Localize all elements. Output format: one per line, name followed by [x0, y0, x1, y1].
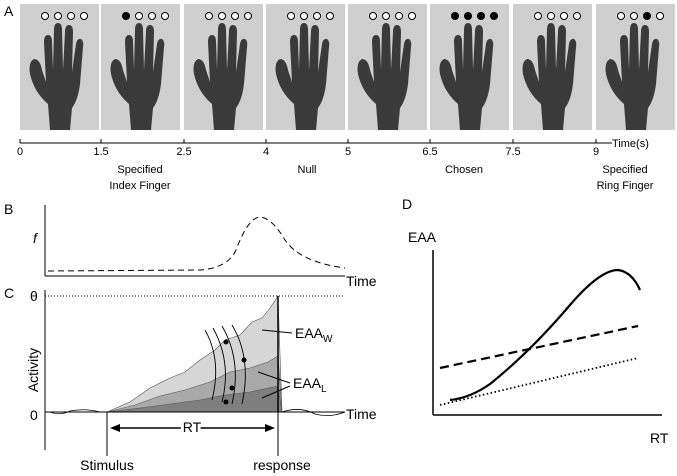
- condition-label: Chosen: [445, 164, 483, 176]
- cue-circle: [573, 12, 581, 20]
- hand-panels: [20, 4, 675, 130]
- cue-circle: [41, 12, 49, 20]
- hand-image: [20, 4, 99, 130]
- cue-circle: [300, 12, 308, 20]
- timeline-tick-label: 9: [593, 146, 599, 158]
- pointer: [261, 385, 291, 399]
- hand-image: [266, 4, 345, 130]
- solid-curve: [449, 268, 642, 402]
- timeline-tick-label: 5: [345, 146, 351, 158]
- hand-image: [184, 4, 263, 130]
- panel-label: D: [402, 196, 412, 212]
- timeline-tick-label: 1.5: [93, 146, 108, 158]
- cue-circle: [382, 12, 390, 20]
- cue-circle: [54, 12, 62, 20]
- cue-circle: [67, 12, 75, 20]
- pointer: [257, 371, 291, 384]
- hand-image: [596, 4, 675, 130]
- panel-label: C: [4, 285, 14, 301]
- rt-label: RT: [183, 419, 202, 435]
- cue-circle: [148, 12, 156, 20]
- axis-label: Time: [346, 406, 377, 422]
- zero-label: 0: [30, 407, 38, 423]
- cue-circle: [451, 12, 459, 20]
- timeline-tick-label: 0: [17, 146, 23, 158]
- cue-circle: [656, 12, 664, 20]
- condition-label: Specified: [602, 164, 647, 176]
- panel-label: B: [4, 201, 13, 217]
- cue-circle: [205, 12, 213, 20]
- cue-circle: [231, 12, 239, 20]
- cue-circle: [122, 12, 130, 20]
- cue-circle: [313, 12, 321, 20]
- stimulus-label: Stimulus: [80, 457, 134, 473]
- axis-label: Activity: [25, 348, 41, 392]
- cue-circle: [135, 12, 143, 20]
- label-base: EAA: [295, 325, 324, 341]
- hand-image: [101, 4, 180, 130]
- hand-image: [430, 4, 509, 130]
- axis-label: Time: [346, 273, 377, 289]
- noise-line: [49, 409, 346, 416]
- curve: [47, 216, 346, 272]
- label-sub: W: [323, 334, 333, 345]
- timeline-tick-label: 2.5: [176, 146, 191, 158]
- pointer: [261, 329, 293, 334]
- threshold-label: θ: [30, 288, 38, 304]
- condition-label: Ring Finger: [597, 180, 654, 192]
- cue-circle: [369, 12, 377, 20]
- cue-circle: [395, 12, 403, 20]
- cue-circle: [617, 12, 625, 20]
- condition-label: Null: [298, 164, 317, 176]
- cue-circle: [244, 12, 252, 20]
- cue-circle: [534, 12, 542, 20]
- cue-circle: [643, 12, 651, 20]
- condition-label: Index Finger: [109, 180, 170, 192]
- cue-circle: [80, 12, 88, 20]
- cue-circle: [326, 12, 334, 20]
- eaa-loser-area: [106, 385, 283, 413]
- cue-circle: [477, 12, 485, 20]
- axis-label: EAA: [408, 229, 437, 245]
- cue-circle: [547, 12, 555, 20]
- axis-label: f: [33, 230, 39, 246]
- hand-image: [348, 4, 427, 130]
- points: [223, 339, 247, 405]
- cue-circle: [218, 12, 226, 20]
- panel-label: A: [4, 3, 14, 19]
- hand-image: [513, 4, 592, 130]
- eaa-l-label: EAAL: [293, 375, 327, 395]
- cue-circle: [408, 12, 416, 20]
- timeline-unit: Time(s): [612, 138, 649, 150]
- eaa-w-label: EAAW: [295, 325, 333, 345]
- cue-circle: [560, 12, 568, 20]
- timeline-tick-label: 6.5: [422, 146, 437, 158]
- dashed-line: [439, 324, 639, 370]
- cue-circle: [161, 12, 169, 20]
- cue-circle: [287, 12, 295, 20]
- timeline-tick-label: 7.5: [505, 146, 520, 158]
- cue-circle: [490, 12, 498, 20]
- cue-circle: [464, 12, 472, 20]
- label-base: EAA: [293, 375, 322, 391]
- condition-label: Specified: [117, 164, 162, 176]
- label-sub: L: [321, 384, 327, 395]
- dotted-line: [439, 357, 639, 406]
- timeline-tick-label: 4: [263, 146, 269, 158]
- response-label: response: [253, 457, 311, 473]
- axis-label: RT: [650, 430, 669, 446]
- cue-circle: [630, 12, 638, 20]
